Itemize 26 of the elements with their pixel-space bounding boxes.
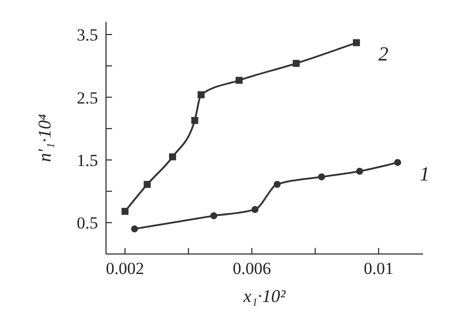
point (394, 158, 402, 166)
x-tick-label: 0.006 (232, 259, 271, 278)
point (191, 116, 198, 124)
point (122, 208, 129, 215)
x-axis-title: x₁·10² (242, 286, 286, 306)
y-tick-label: 0.5 (76, 214, 98, 233)
point (131, 225, 138, 232)
point (292, 60, 300, 67)
point (198, 91, 205, 98)
point (236, 76, 243, 84)
x-tick-label: 0.002 (106, 259, 144, 278)
y-tick-label: 2.5 (76, 88, 98, 108)
point (169, 153, 176, 160)
point (318, 173, 326, 180)
y-axis-title: n′₁·10⁴ (34, 114, 54, 162)
x-tick-label: 0.01 (364, 259, 394, 278)
point (210, 212, 218, 220)
point (356, 168, 364, 175)
point (144, 180, 151, 188)
series-label: 2 (378, 44, 388, 66)
series-label: 1 (420, 163, 430, 186)
y-tick-label: 1.5 (76, 150, 98, 170)
y-tick-label: 3.5 (76, 26, 98, 45)
point (274, 180, 281, 188)
point (352, 39, 360, 46)
point (251, 206, 258, 213)
